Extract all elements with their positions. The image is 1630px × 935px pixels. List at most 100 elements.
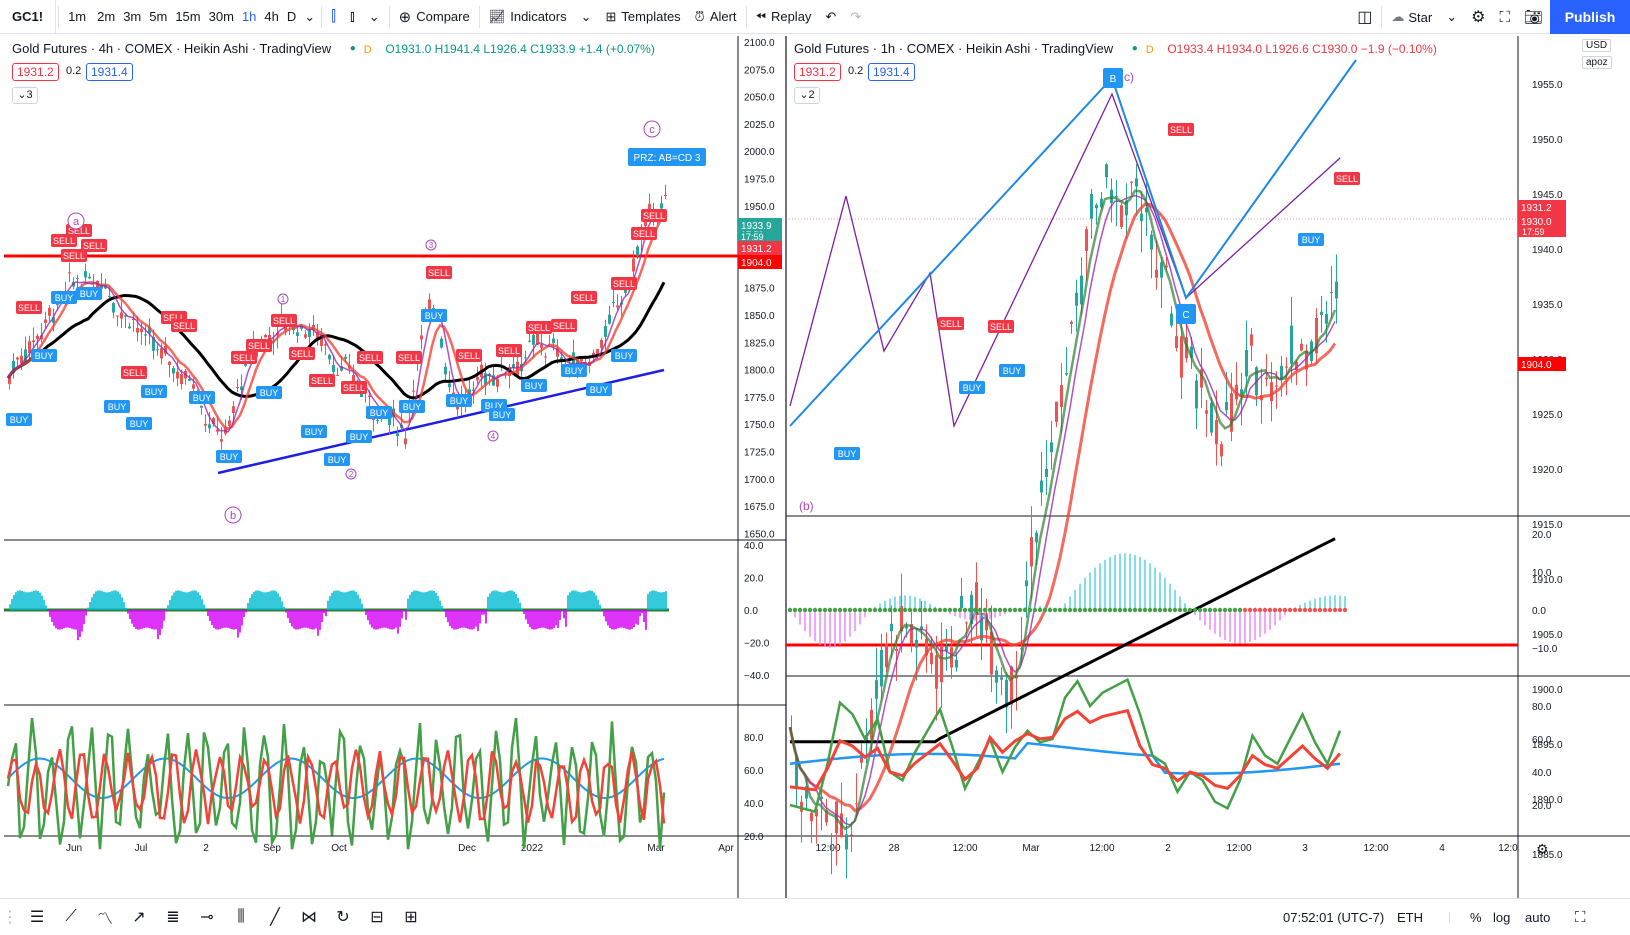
candles-icon[interactable]: ⫿ <box>331 8 336 25</box>
right-osc1-dot <box>952 607 958 613</box>
log-toggle[interactable]: log <box>1493 909 1511 925</box>
left-candle <box>664 194 667 197</box>
gear-icon[interactable]: ⚙︎ <box>1471 9 1486 26</box>
prz-label <box>628 148 706 166</box>
left-candle <box>76 278 79 280</box>
left-candle <box>404 438 407 445</box>
right-osc1-dot <box>1222 607 1228 613</box>
right-candle <box>850 834 853 836</box>
chart-type-icon[interactable]: ⫾ <box>349 8 355 25</box>
xabcd-tool-icon[interactable]: ⋈ <box>301 908 317 926</box>
left-price-tick: 2000.0 <box>744 147 775 158</box>
right-osc1-dot <box>1057 607 1063 613</box>
save-chevron-icon[interactable]: ⌄ <box>1446 9 1458 24</box>
trend-tool-icon[interactable]: ⟋ <box>65 907 77 925</box>
right-osc1-dot <box>907 607 913 613</box>
chart-canvas[interactable]: 2100.0 2075.0 2050.0 2025.0 2000.0 1975.0 1950… <box>4 36 1630 898</box>
left-buy-label <box>346 430 372 443</box>
right-osc1-dot <box>1027 607 1033 613</box>
replay-button[interactable]: ⏪︎ Replay <box>755 8 812 25</box>
right-osc1-dot <box>1107 607 1113 613</box>
left-candle <box>44 319 47 324</box>
line-tool-icon[interactable]: ╱ <box>270 908 280 926</box>
auto-toggle[interactable]: auto <box>1525 909 1551 925</box>
left-candle <box>28 341 31 354</box>
right-last-tag <box>1518 214 1566 228</box>
redo-icon[interactable]: ↷ <box>850 8 862 24</box>
interval-15m[interactable]: 15m <box>175 9 201 24</box>
right-candle <box>1295 361 1298 371</box>
range-tool-icon[interactable]: ⊟ <box>370 908 384 926</box>
right-bid-box[interactable]: 1931.2 <box>794 63 841 81</box>
interval-d[interactable]: D <box>286 9 297 24</box>
currency-button[interactable]: USD <box>1582 39 1612 52</box>
left-buy-label-text: BUY <box>108 402 127 412</box>
vertical-lines-icon[interactable]: ⫼ <box>237 907 245 925</box>
interval-3m[interactable]: 3m <box>123 9 142 24</box>
right-candle <box>1300 343 1303 351</box>
session-toggle[interactable]: ETH <box>1397 909 1423 925</box>
cloud-save-button[interactable]: ☁︎ Star <box>1391 9 1433 25</box>
percent-toggle[interactable]: % <box>1470 909 1482 925</box>
right-buy-label <box>959 381 985 394</box>
indicators-button[interactable]: 📈︎ Indicators <box>488 8 567 25</box>
interval-dropdown-chevron-icon[interactable]: ⌄ <box>304 8 316 24</box>
left-bid-box[interactable]: 1931.2 <box>12 63 59 81</box>
layout-icon[interactable]: ◫ <box>1357 9 1373 26</box>
right-ask-box[interactable]: 1931.4 <box>868 63 915 81</box>
right-price-tick: 1905.0 <box>1532 630 1563 641</box>
brush-tool-icon[interactable]: ↻ <box>336 908 350 926</box>
undo-icon[interactable]: ↶ <box>825 8 837 24</box>
fib-tool-icon[interactable]: ≣ <box>166 908 180 926</box>
pattern-tool-icon[interactable]: 〽 <box>96 910 113 928</box>
left-candle <box>320 334 323 346</box>
right-time-tick: 2 <box>1165 843 1171 854</box>
right-candle <box>920 626 923 630</box>
chart-type-chevron-icon[interactable]: ⌄ <box>368 8 380 24</box>
publish-button[interactable]: Publish <box>1550 0 1630 34</box>
left-level-tag-text: 1904.0 <box>741 258 772 269</box>
symbol-search[interactable]: GC1! <box>0 0 57 34</box>
right-osc1-dot <box>1197 607 1203 613</box>
compare-button[interactable]: ⊕ Compare <box>398 8 470 26</box>
left-osc1-tick: −40.0 <box>744 671 770 682</box>
left-candle <box>144 334 147 336</box>
left-sell-label-text: SELL <box>458 351 480 361</box>
left-indicators-collapse[interactable]: ⌄3 <box>12 87 38 104</box>
right-countdown: 17:59 <box>1522 227 1545 237</box>
left-osc1-tick: 20.0 <box>744 574 764 585</box>
position-tool-icon[interactable]: ⊞ <box>404 908 418 926</box>
interval-30m[interactable]: 30m <box>208 9 234 24</box>
left-price-tick: 1650.0 <box>744 529 775 540</box>
left-candle <box>84 271 87 278</box>
cursor-tool-icon[interactable]: ☰ <box>29 908 45 926</box>
left-candle <box>136 327 139 333</box>
fullscreen-icon[interactable]: ⛶ <box>1575 908 1586 926</box>
right-osc1-dot <box>1127 607 1133 613</box>
camera-icon[interactable]: 📷︎ <box>1523 9 1543 26</box>
left-buy-label <box>126 417 152 430</box>
templates-button[interactable]: ⊞ Templates <box>605 8 681 25</box>
interval-2m[interactable]: 2m <box>97 9 116 24</box>
left-candle <box>192 384 195 389</box>
right-osc1-dot <box>1227 607 1233 613</box>
left-sell-label-text: SELL <box>173 321 195 331</box>
interval-5m[interactable]: 5m <box>149 9 168 24</box>
ray-tool-icon[interactable]: ↗ <box>132 908 146 926</box>
left-ask-box[interactable]: 1931.4 <box>86 63 133 81</box>
horizontal-line-icon[interactable]: ⊸ <box>200 908 214 926</box>
right-osc2-tick: 80.0 <box>1532 702 1552 713</box>
indicators-chevron-icon[interactable]: ⌄ <box>580 8 592 24</box>
left-candle <box>312 324 315 330</box>
right-osc1-dot <box>1332 607 1338 613</box>
interval-1m[interactable]: 1m <box>68 9 87 24</box>
alert-button[interactable]: ⏰︎ Alert <box>694 8 737 25</box>
interval-1h[interactable]: 1h <box>241 9 257 24</box>
clock-readout[interactable]: 07:52:01 (UTC-7) <box>1283 909 1385 925</box>
interval-4h[interactable]: 4h <box>264 9 279 24</box>
unit-button[interactable]: apoz <box>1582 56 1612 69</box>
left-candle <box>308 329 311 338</box>
right-indicators-collapse[interactable]: ⌄2 <box>794 87 820 104</box>
point-marker-text: C <box>1182 310 1189 321</box>
fullscreen-icon[interactable]: ⛶ <box>1499 8 1510 26</box>
